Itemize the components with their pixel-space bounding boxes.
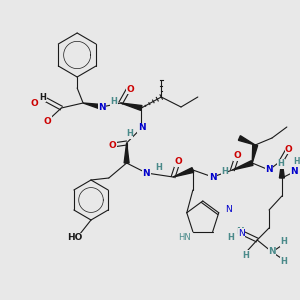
Text: O: O	[127, 85, 134, 94]
Text: H: H	[221, 167, 228, 176]
Text: O: O	[109, 140, 117, 149]
Text: H: H	[280, 257, 287, 266]
Text: N: N	[138, 124, 145, 133]
Polygon shape	[83, 103, 102, 110]
Text: N: N	[225, 205, 232, 214]
Text: H: H	[110, 97, 117, 106]
Polygon shape	[124, 143, 129, 163]
Text: H: H	[242, 250, 249, 260]
Text: H: H	[293, 158, 300, 166]
Text: N: N	[237, 226, 244, 236]
Text: H: H	[280, 238, 287, 247]
Text: H: H	[227, 232, 234, 242]
Polygon shape	[121, 103, 142, 110]
Text: N: N	[290, 167, 298, 176]
Text: HN: HN	[178, 233, 191, 242]
Polygon shape	[232, 160, 253, 170]
Text: N: N	[265, 166, 273, 175]
Text: H: H	[278, 160, 284, 169]
Text: HO: HO	[68, 233, 83, 242]
Text: O: O	[44, 116, 51, 125]
Text: O: O	[285, 145, 293, 154]
Text: O: O	[174, 158, 182, 166]
Text: N: N	[209, 172, 217, 182]
Text: N: N	[142, 169, 150, 178]
Polygon shape	[238, 136, 255, 145]
Polygon shape	[252, 145, 258, 163]
Polygon shape	[279, 160, 284, 178]
Text: N: N	[268, 248, 276, 256]
Text: O: O	[31, 100, 38, 109]
Text: H: H	[126, 130, 133, 139]
Text: N: N	[98, 103, 106, 112]
Text: O: O	[233, 152, 241, 160]
Text: N: N	[238, 229, 245, 238]
Text: H: H	[39, 92, 46, 101]
Text: H: H	[155, 163, 162, 172]
Polygon shape	[173, 168, 194, 177]
